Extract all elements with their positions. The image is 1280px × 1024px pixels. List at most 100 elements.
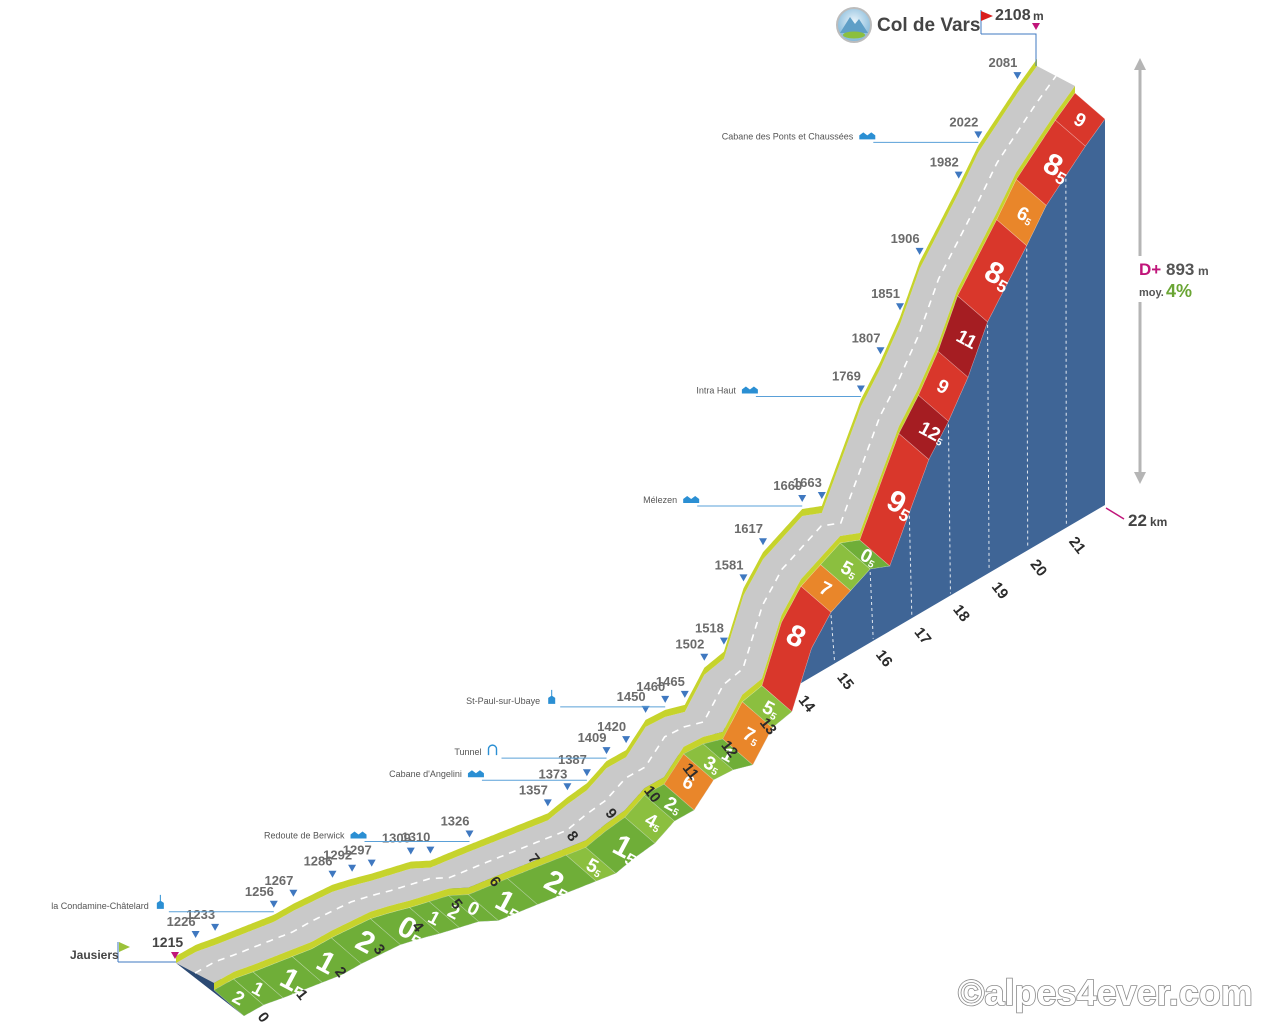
poi-label: Redoute de Berwick: [264, 831, 345, 841]
elevation-marker-icon: [641, 705, 650, 713]
gain-label: D+: [1139, 260, 1161, 279]
km-tick-label: 13: [756, 715, 780, 739]
elevation-label: 1292: [323, 848, 352, 863]
elevation-label: 1769: [832, 369, 861, 384]
building-icon: [859, 132, 876, 140]
height-axis-top-arrow: [1134, 58, 1146, 70]
elevation-marker-icon: [680, 690, 689, 698]
total-distance: 22: [1128, 511, 1147, 530]
elevation-marker-icon: [211, 923, 220, 931]
km-tick-label: 18: [949, 601, 973, 625]
elevation-marker-icon: [739, 574, 748, 582]
km-tick-label: 15: [833, 669, 857, 693]
elevation-marker-icon: [798, 495, 807, 502]
elevation-marker-icon: [289, 889, 298, 897]
avg-value: 4%: [1166, 281, 1192, 301]
elevation-label: 1660: [773, 478, 802, 493]
profile-side-area: [244, 119, 1105, 1016]
elevation-label: 1502: [675, 637, 704, 652]
elevation-label: 1267: [264, 873, 293, 888]
start-marker-icon: [171, 952, 179, 959]
km-tick-label: 21: [1065, 534, 1089, 558]
elevation-label: 1460: [636, 679, 665, 694]
copyright-credit: ©alpes4ever.com: [958, 972, 1253, 1013]
elevation-marker-icon: [328, 870, 337, 878]
elevation-marker-icon: [426, 846, 435, 854]
church-icon: [548, 689, 556, 704]
summit-marker-icon: [1032, 23, 1040, 30]
elevation-label: 2022: [949, 114, 978, 129]
km-gridline: [830, 615, 836, 662]
start-elevation: 1215: [152, 934, 183, 950]
church-icon: [156, 894, 164, 909]
km-tick-label: 10: [640, 783, 664, 807]
elevation-label: 1326: [441, 814, 470, 829]
avg-label: moy.: [1139, 287, 1164, 299]
elevation-label: 1518: [695, 621, 724, 636]
elevation-marker-icon: [896, 303, 904, 311]
elevation-marker-icon: [915, 247, 924, 255]
km-gridline: [869, 571, 874, 639]
poi-label: Cabane d'Angelini: [389, 769, 462, 779]
points-of-interest: la Condamine-Châtelard Redoute de Berwick…: [51, 131, 979, 913]
elevation-marker-icon: [602, 747, 611, 755]
gradient-band-segment: [1054, 92, 1106, 147]
gain-value: 893: [1166, 260, 1194, 279]
km-gridline: [908, 515, 913, 617]
elevation-label: 1286: [304, 854, 333, 869]
distance-label: 22 km: [1105, 507, 1167, 530]
road-asphalt: [176, 66, 1075, 983]
building-icon: [350, 831, 367, 839]
summit-leader-line: [981, 33, 1037, 66]
poi-label: Intra Haut: [696, 386, 736, 396]
km-tick-label: 20: [1027, 556, 1051, 580]
km-tick-label: 19: [988, 579, 1012, 603]
elevation-marker-icon: [817, 492, 826, 499]
km-tick-label: 17: [911, 624, 935, 648]
elevation-marker-icon: [974, 131, 983, 139]
start-flag-icon: [119, 942, 130, 952]
elevation-label: 1373: [538, 766, 567, 781]
elevation-marker-icon: [563, 783, 572, 791]
elevation-marker-icon: [700, 653, 709, 661]
distance-leader-line: [1105, 507, 1125, 520]
elevation-label: 1256: [245, 884, 274, 899]
km-gridline: [1065, 178, 1067, 526]
climb-stats: D+ 893 m moy. 4%: [1132, 58, 1212, 484]
km-tick-label: 16: [872, 647, 896, 671]
road-centerline: [194, 75, 1057, 974]
elevation-label: 1297: [343, 843, 372, 858]
elevation-marker-icon: [348, 864, 357, 872]
elevation-marker-icon: [543, 799, 552, 807]
road-surface: [176, 59, 1075, 990]
building-icon: [467, 770, 484, 778]
poi-label: Tunnel: [454, 747, 481, 757]
elevation-marker-icon: [759, 538, 767, 546]
poi-label: la Condamine-Châtelard: [51, 901, 149, 911]
elevation-label: 1357: [519, 782, 548, 797]
elevation-label: 2081: [988, 55, 1017, 70]
elevation-marker-icon: [367, 859, 376, 867]
km-gridline: [947, 424, 951, 594]
gain-unit: m: [1198, 264, 1209, 278]
elevation-marker-icon: [719, 637, 728, 645]
elevation-label: 1310: [401, 830, 430, 845]
elevation-marker-icon: [406, 847, 415, 855]
elevation-label: 1387: [558, 752, 587, 767]
poi-label: St-Paul-sur-Ubaye: [466, 696, 540, 706]
km-tick-label: 0: [254, 1009, 273, 1024]
building-icon: [683, 496, 700, 504]
km-gridline: [1026, 248, 1029, 549]
start-name: Jausiers: [70, 948, 119, 962]
elevation-label: 1409: [578, 730, 607, 745]
building-icon: [741, 386, 758, 394]
mountain-icon: [840, 17, 868, 33]
elevation-label: 1851: [871, 286, 900, 301]
elevation-marker-icon: [582, 769, 591, 777]
summit-flag-icon: [981, 11, 993, 21]
elevation-label: 1420: [597, 719, 626, 734]
summit-name: Col de Vars: [877, 15, 981, 36]
tunnel-icon: [487, 744, 498, 756]
elevation-marker-icon: [661, 695, 670, 703]
